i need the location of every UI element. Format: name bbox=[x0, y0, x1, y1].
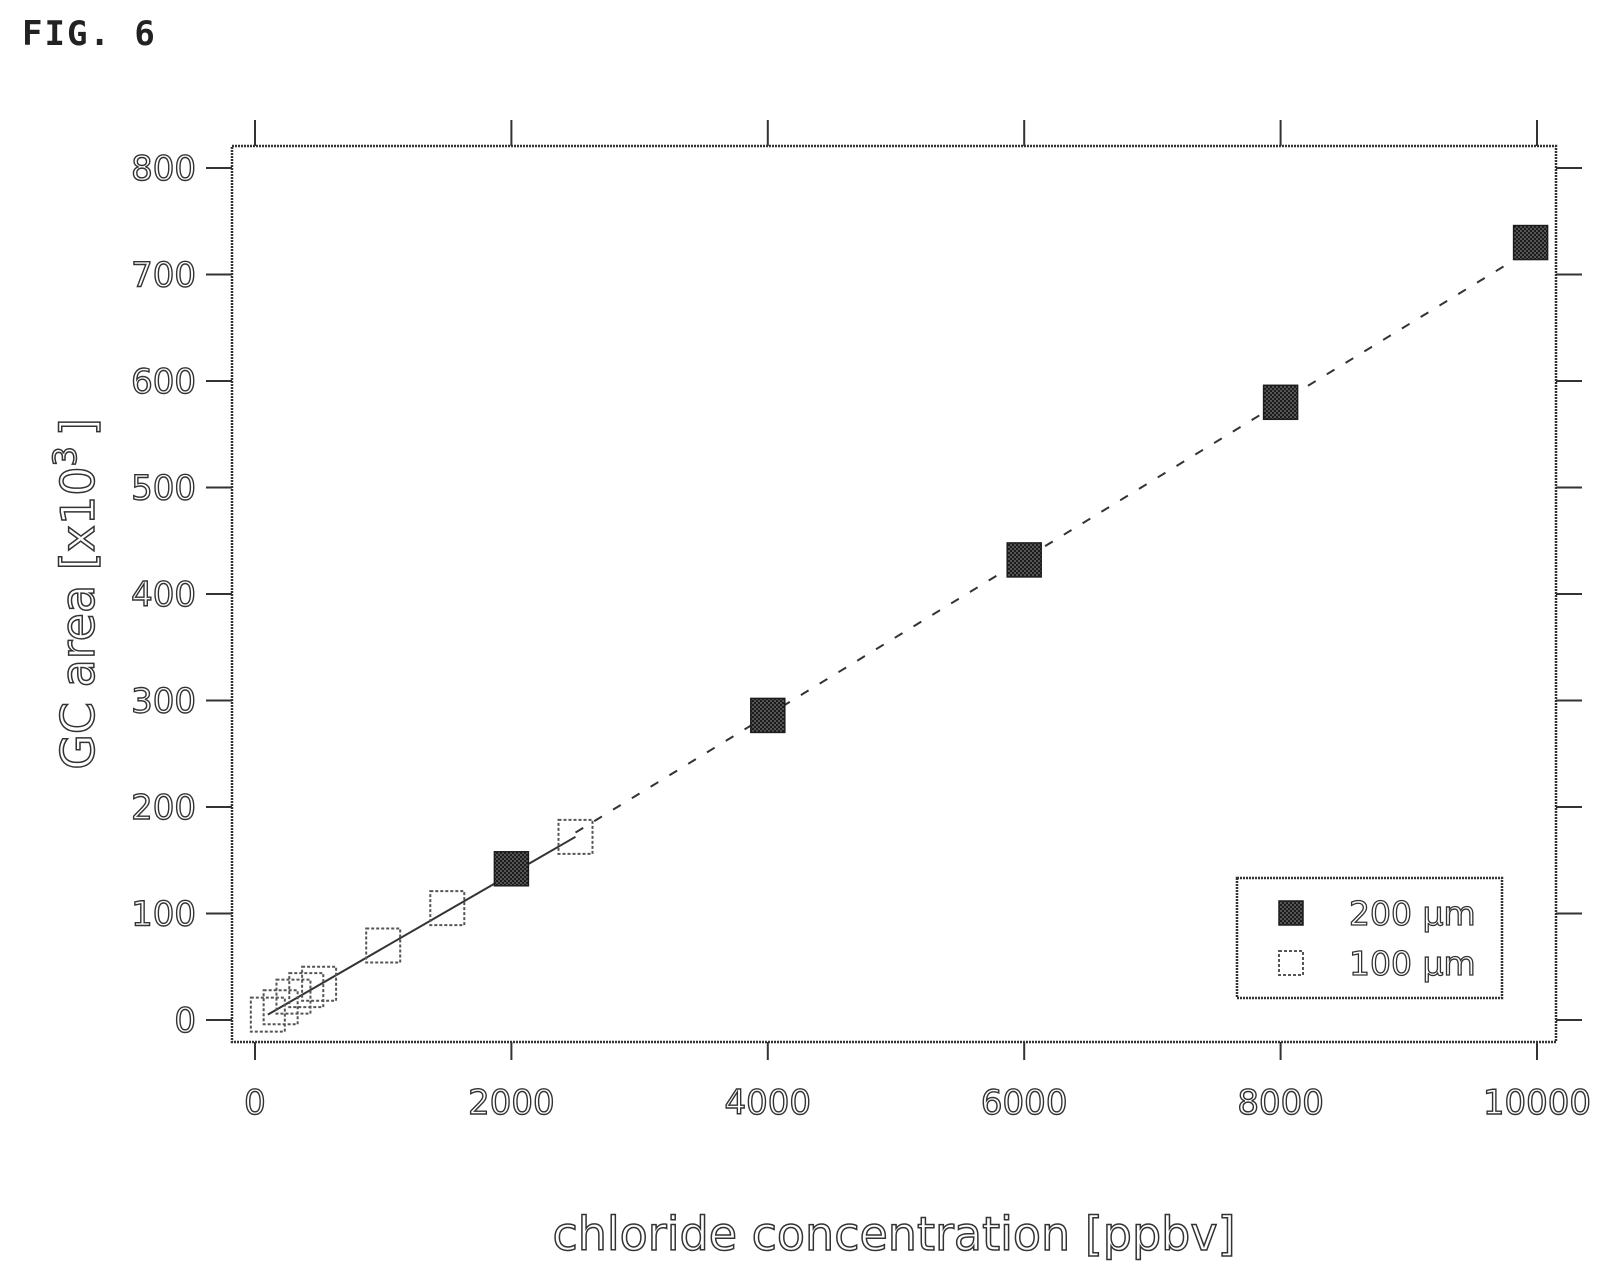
legend-marker-100um bbox=[1278, 950, 1304, 976]
y-axis-title-superscript: 3 bbox=[46, 446, 84, 466]
y-tick-label: 800 bbox=[131, 149, 196, 189]
legend-label: 200 µm bbox=[1349, 894, 1476, 933]
fit-line bbox=[574, 260, 1512, 834]
x-tick-label: 2000 bbox=[468, 1083, 555, 1123]
x-tick-label: 0 bbox=[244, 1083, 266, 1123]
y-axis-title-main: GC area [x10 bbox=[51, 467, 105, 770]
y-tick-label: 200 bbox=[131, 788, 196, 828]
legend-label: 100 µm bbox=[1349, 944, 1476, 983]
data-point-200um bbox=[750, 697, 786, 734]
y-tick-label: 100 bbox=[131, 895, 196, 935]
legend-box bbox=[1235, 876, 1504, 1000]
x-tick-label: 8000 bbox=[1237, 1083, 1324, 1123]
data-point-200um bbox=[493, 851, 530, 887]
y-axis-title-suffix: ] bbox=[51, 418, 105, 436]
data-point-100um bbox=[249, 996, 286, 1033]
y-tick-label: 700 bbox=[131, 256, 196, 296]
data-point-100um bbox=[301, 965, 338, 1002]
fit-line bbox=[267, 835, 577, 1016]
data-point-100um bbox=[262, 989, 299, 1026]
data-point-200um bbox=[1262, 384, 1299, 421]
y-axis-title: GC area [x103] bbox=[46, 418, 105, 770]
y-tick-label: 0 bbox=[174, 1001, 196, 1041]
data-point-100um bbox=[365, 927, 402, 964]
x-tick-label: 10000 bbox=[1483, 1083, 1591, 1123]
x-tick-label: 6000 bbox=[981, 1083, 1068, 1123]
y-tick-label: 300 bbox=[131, 682, 196, 722]
data-point-100um bbox=[429, 890, 466, 927]
data-point-200um bbox=[1512, 224, 1549, 261]
data-point-100um bbox=[557, 818, 594, 855]
figure-label: FIG. 6 bbox=[22, 14, 157, 54]
x-tick-label: 4000 bbox=[725, 1083, 812, 1123]
data-point-100um bbox=[275, 978, 312, 1015]
y-tick-label: 400 bbox=[131, 575, 196, 615]
y-tick-label: 600 bbox=[131, 362, 196, 402]
data-point-200um bbox=[1006, 542, 1042, 578]
data-point-100um bbox=[288, 972, 325, 1009]
y-tick-label: 500 bbox=[131, 469, 196, 509]
x-axis-title: chloride concentration [ppbv] bbox=[552, 1207, 1235, 1261]
legend-marker-200um bbox=[1278, 900, 1304, 926]
